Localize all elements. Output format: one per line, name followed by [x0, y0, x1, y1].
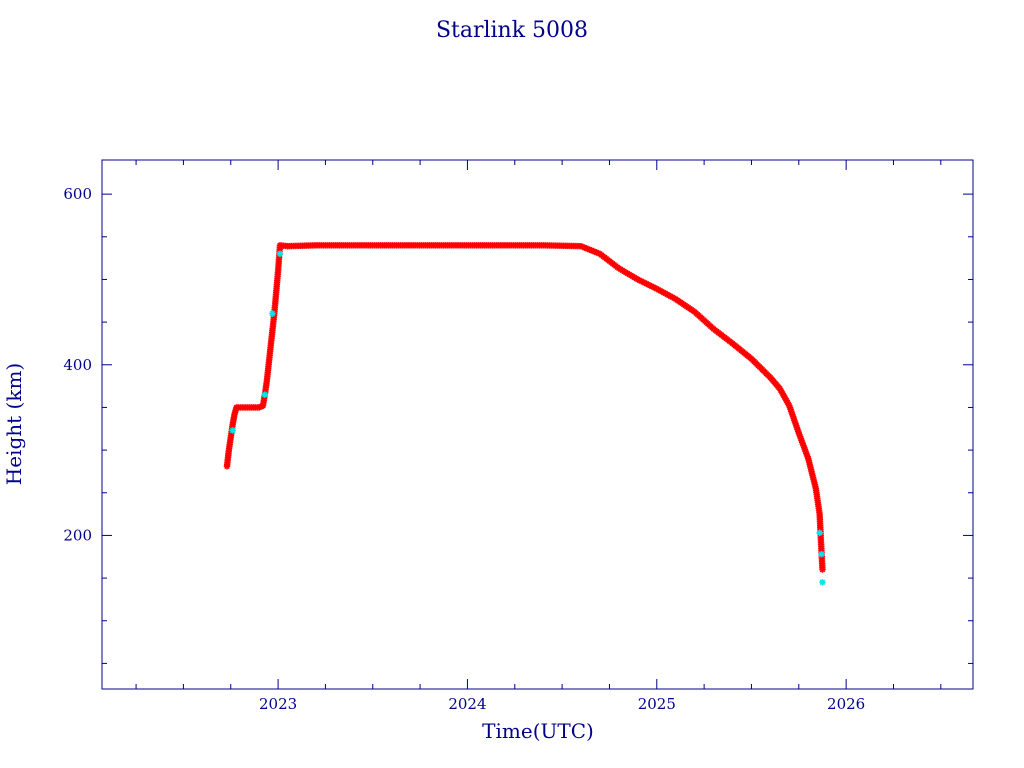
plot-frame — [101, 159, 974, 690]
y-tick-label: 200 — [63, 526, 92, 544]
x-axis-label: Time(UTC) — [482, 719, 594, 743]
data-point-secondary — [819, 579, 826, 586]
data-point-secondary — [229, 427, 236, 434]
y-axis-label: Height (km) — [2, 363, 26, 485]
x-tick-label: 2024 — [448, 695, 486, 713]
data-point-secondary — [269, 310, 276, 317]
data-point-secondary — [816, 529, 823, 537]
data-point-secondary — [818, 550, 825, 558]
y-tick-label: 600 — [63, 185, 92, 203]
chart-title: Starlink 5008 — [436, 18, 588, 43]
data-point — [819, 566, 826, 573]
ticks-layer: 2023 2024 2025 2026 200 400 600 — [63, 160, 973, 713]
data-point-secondary — [261, 391, 269, 398]
data-point-secondary — [276, 250, 284, 258]
data-points — [223, 242, 826, 586]
y-tick-label: 400 — [63, 356, 92, 374]
x-tick-label: 2025 — [638, 695, 676, 713]
x-tick-label: 2023 — [259, 695, 297, 713]
x-tick-label: 2026 — [827, 695, 865, 713]
